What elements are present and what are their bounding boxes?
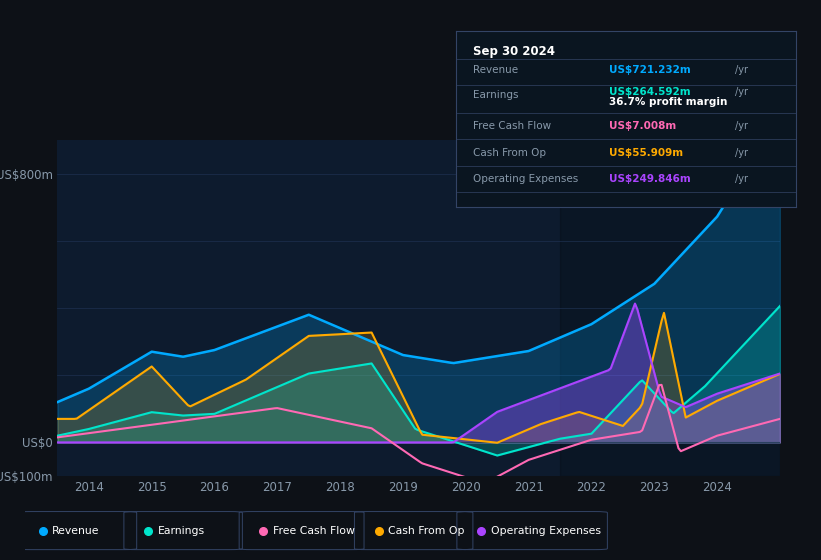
Text: Revenue: Revenue <box>473 66 518 76</box>
Text: Operating Expenses: Operating Expenses <box>491 526 601 535</box>
Text: Earnings: Earnings <box>473 90 518 100</box>
Text: Free Cash Flow: Free Cash Flow <box>473 121 551 131</box>
Text: Operating Expenses: Operating Expenses <box>473 174 578 184</box>
Text: /yr: /yr <box>735 87 748 97</box>
Text: Revenue: Revenue <box>53 526 99 535</box>
Text: Free Cash Flow: Free Cash Flow <box>273 526 355 535</box>
Text: Cash From Op: Cash From Op <box>473 147 546 157</box>
Text: US$7.008m: US$7.008m <box>609 121 677 131</box>
Bar <box>560 140 780 476</box>
Text: /yr: /yr <box>735 121 748 131</box>
Text: 36.7% profit margin: 36.7% profit margin <box>609 97 727 108</box>
Text: US$264.592m: US$264.592m <box>609 87 690 97</box>
Text: /yr: /yr <box>735 174 748 184</box>
Text: US$55.909m: US$55.909m <box>609 147 683 157</box>
Text: Earnings: Earnings <box>158 526 205 535</box>
Text: Cash From Op: Cash From Op <box>388 526 465 535</box>
Text: /yr: /yr <box>735 147 748 157</box>
Text: Sep 30 2024: Sep 30 2024 <box>473 45 555 58</box>
Text: US$249.846m: US$249.846m <box>609 174 690 184</box>
Text: /yr: /yr <box>735 66 748 76</box>
Text: US$721.232m: US$721.232m <box>609 66 690 76</box>
